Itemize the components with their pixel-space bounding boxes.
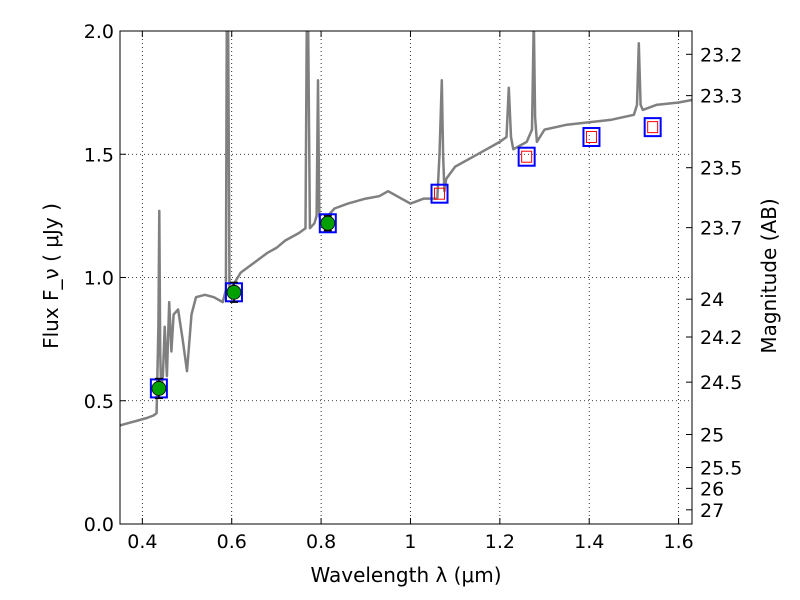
right-tick-label: 24.5 xyxy=(700,372,742,394)
spectrum-line xyxy=(120,31,692,427)
x-tick-label: 1.2 xyxy=(485,531,515,553)
y-tick-label: 1.0 xyxy=(84,268,114,290)
right-tick-label: 23.5 xyxy=(700,158,742,180)
y-ticks: 0.0 0.5 1.0 1.5 2.0 xyxy=(84,21,126,536)
model-point xyxy=(647,121,659,134)
right-tick-label: 24 xyxy=(700,289,724,311)
right-axis-label: Magnitude (AB) xyxy=(757,198,781,353)
observed-point xyxy=(226,284,242,300)
observed-point xyxy=(320,215,336,231)
right-tick-label: 23.2 xyxy=(700,44,742,66)
right-tick-label: 25 xyxy=(700,425,724,447)
right-tick-label: 25.5 xyxy=(700,458,742,480)
observed-box xyxy=(318,213,337,234)
x-tick-label: 1.6 xyxy=(663,531,693,553)
grid-lines xyxy=(120,30,692,525)
observed-point xyxy=(151,381,167,396)
model-point xyxy=(521,150,533,163)
right-tick-label: 26 xyxy=(700,478,724,500)
model-box xyxy=(582,126,601,147)
model-point xyxy=(585,130,597,143)
y-tick-label: 2.0 xyxy=(84,21,114,43)
right-tick-label: 24.2 xyxy=(700,327,742,349)
right-tick-label: 23.3 xyxy=(700,86,742,108)
x-ticks: 0.4 0.6 0.8 1 1.2 1.4 1.6 xyxy=(127,31,694,553)
x-tick-label: 0.6 xyxy=(217,531,247,553)
model-box xyxy=(517,146,536,167)
x-tick-label: 1.4 xyxy=(574,531,604,553)
x-axis-label: Wavelength λ (μm) xyxy=(310,563,501,587)
y-tick-label: 1.5 xyxy=(84,144,114,166)
model-box xyxy=(643,117,662,138)
model-point xyxy=(434,187,446,200)
x-tick-label: 1 xyxy=(404,531,416,553)
y-tick-label: 0.5 xyxy=(84,391,114,413)
y-tick-label: 0.0 xyxy=(84,514,114,536)
right-tick-label: 27 xyxy=(700,500,724,522)
plot-frame xyxy=(119,30,693,525)
x-tick-label: 0.8 xyxy=(306,531,336,553)
points-layer xyxy=(149,117,662,400)
spectrum-layer xyxy=(120,31,692,427)
y-axis-label: Flux F_ν ( μJy ) xyxy=(39,203,63,349)
right-tick-label: 23.7 xyxy=(700,218,742,240)
model-box xyxy=(430,183,449,204)
x-tick-label: 0.4 xyxy=(127,531,157,553)
